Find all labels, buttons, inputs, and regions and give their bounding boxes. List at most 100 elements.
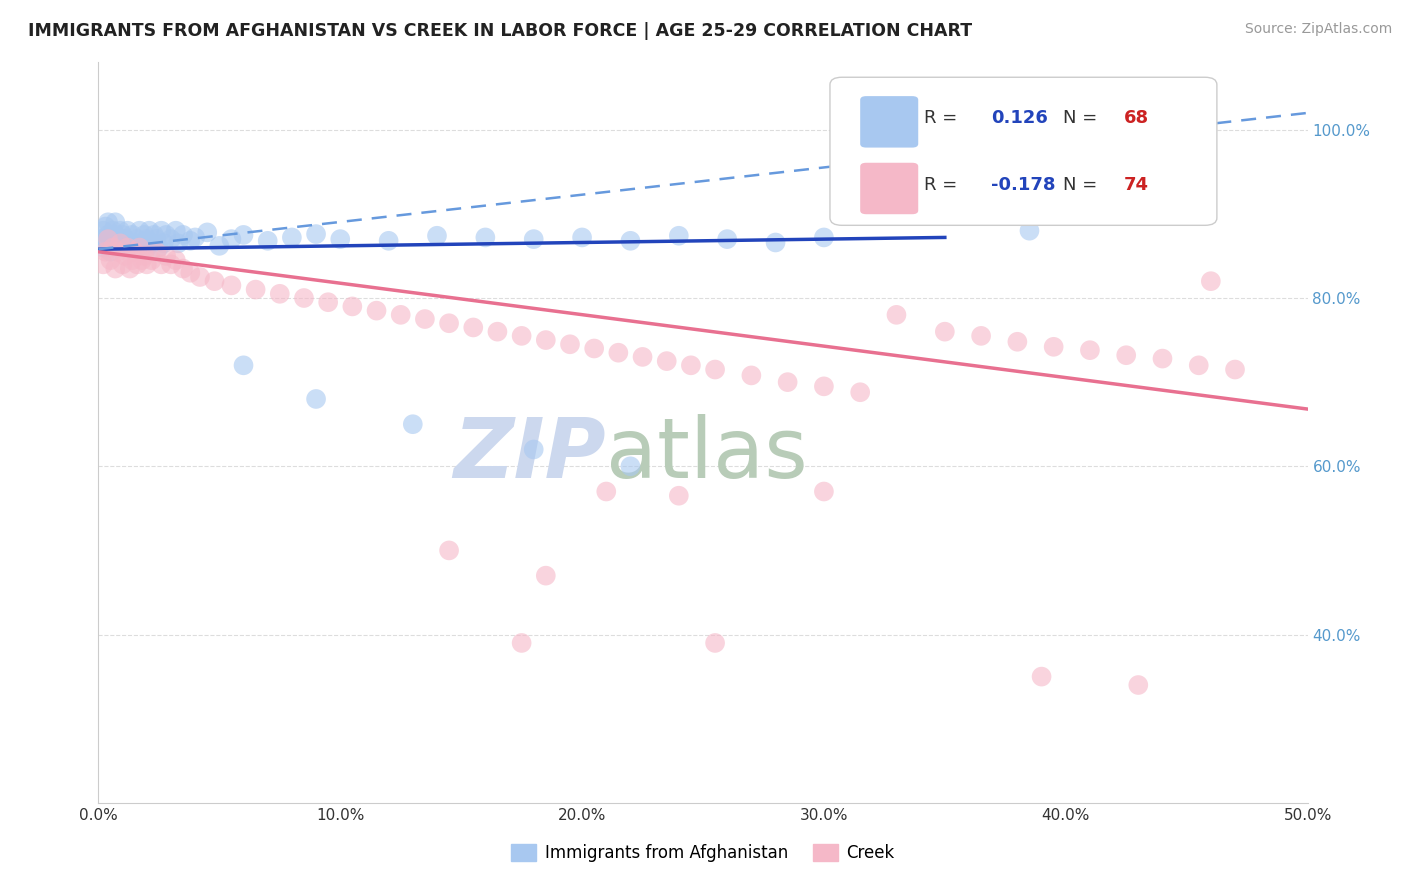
Point (463, 320, 485, 334)
Point (104, 261, 127, 276)
Point (128, 240, 150, 255)
Point (160, 232, 183, 246)
Point (704, 636, 727, 650)
Point (104, 227, 127, 242)
Point (165, 224, 187, 238)
Point (510, 329, 533, 343)
FancyBboxPatch shape (860, 162, 918, 214)
Point (131, 240, 153, 255)
Point (160, 257, 183, 271)
Point (94, 244, 117, 259)
Point (111, 227, 134, 242)
Point (1078, 343, 1101, 358)
Point (135, 232, 157, 246)
Point (619, 234, 641, 248)
Point (1042, 340, 1064, 354)
Point (704, 362, 727, 376)
Point (474, 230, 496, 244)
Point (970, 329, 993, 343)
FancyBboxPatch shape (830, 78, 1218, 226)
Point (813, 379, 835, 393)
Point (184, 230, 207, 244)
Point (121, 227, 143, 242)
Point (329, 232, 352, 246)
Point (124, 244, 146, 259)
Point (141, 236, 163, 251)
Text: N =: N = (1063, 176, 1104, 194)
Point (655, 354, 678, 368)
Point (232, 359, 254, 373)
Point (100, 253, 122, 268)
Point (208, 239, 231, 253)
Point (204, 274, 226, 288)
Text: -0.178: -0.178 (991, 176, 1056, 194)
Text: IMMIGRANTS FROM AFGHANISTAN VS CREEK IN LABOR FORCE | AGE 25-29 CORRELATION CHAR: IMMIGRANTS FROM AFGHANISTAN VS CREEK IN … (28, 22, 972, 40)
Point (152, 236, 174, 251)
Point (668, 228, 690, 243)
Point (716, 232, 738, 246)
Point (510, 636, 533, 650)
Point (813, 484, 835, 499)
Point (934, 325, 956, 339)
Point (111, 236, 134, 251)
Point (619, 459, 641, 474)
Point (1152, 351, 1174, 366)
Point (90, 232, 112, 246)
Point (91, 224, 114, 238)
Point (172, 261, 194, 276)
Point (305, 392, 328, 406)
Point (245, 283, 267, 297)
Point (523, 232, 546, 246)
Point (127, 257, 149, 271)
Point (366, 303, 388, 318)
Point (128, 224, 150, 238)
Point (97, 227, 120, 242)
Point (127, 232, 149, 246)
Point (107, 240, 129, 255)
Point (155, 249, 177, 263)
Point (118, 240, 141, 255)
Point (111, 257, 134, 271)
Point (886, 308, 908, 322)
Point (221, 232, 243, 246)
Point (595, 484, 617, 499)
Text: Source: ZipAtlas.com: Source: ZipAtlas.com (1244, 22, 1392, 37)
Point (101, 224, 124, 238)
Point (221, 278, 243, 293)
Point (117, 240, 139, 255)
Point (131, 253, 153, 268)
Point (134, 249, 156, 263)
Point (679, 359, 702, 373)
Point (486, 325, 509, 339)
Point (1007, 334, 1029, 349)
Point (1223, 362, 1246, 376)
Point (121, 253, 143, 268)
Point (413, 312, 436, 326)
Point (534, 568, 557, 582)
Point (165, 253, 187, 268)
Point (117, 224, 139, 238)
Point (558, 337, 581, 351)
Point (107, 232, 129, 246)
Point (138, 224, 160, 238)
Point (172, 227, 194, 242)
Point (135, 257, 157, 271)
Point (188, 270, 211, 285)
Text: atlas: atlas (606, 414, 808, 495)
Point (813, 230, 835, 244)
Point (94, 219, 117, 234)
Point (1115, 348, 1137, 362)
Point (981, 190, 1004, 204)
Point (305, 227, 328, 241)
Point (256, 234, 278, 248)
Point (145, 232, 167, 246)
Text: N =: N = (1063, 109, 1104, 127)
Point (776, 375, 799, 389)
Point (534, 333, 557, 347)
Point (402, 417, 425, 432)
Point (97, 215, 120, 229)
Legend: Immigrants from Afghanistan, Creek: Immigrants from Afghanistan, Creek (505, 837, 901, 869)
Point (1128, 678, 1150, 692)
Point (148, 240, 170, 255)
Point (232, 227, 254, 242)
